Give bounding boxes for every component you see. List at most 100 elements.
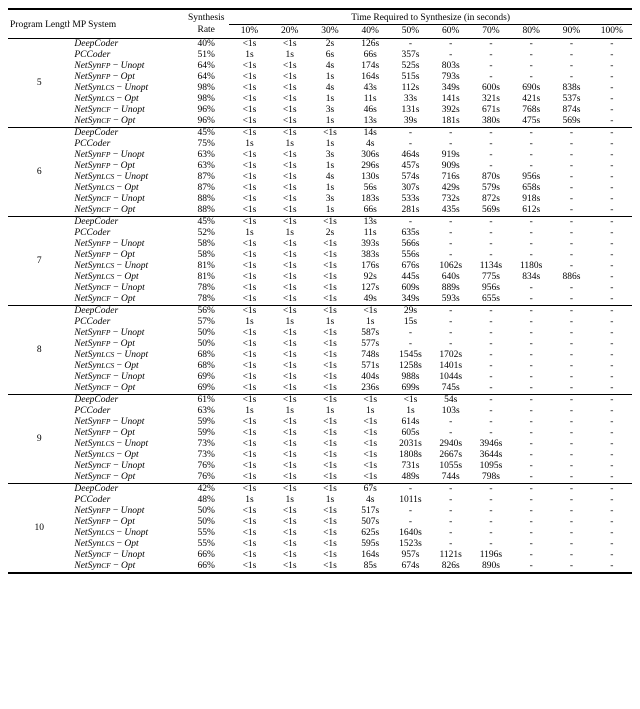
time-cell: - <box>592 506 632 517</box>
mp-system-cell: DeepCoder <box>70 394 183 406</box>
time-cell: 574s <box>390 172 430 183</box>
synth-rate-cell: 81% <box>183 272 229 283</box>
synth-rate-cell: 59% <box>183 417 229 428</box>
time-cell: <1s <box>350 305 390 317</box>
mp-system-cell: NetSynLCS − Opt <box>70 450 183 461</box>
time-cell: 956s <box>471 283 511 294</box>
time-cell: <1s <box>229 72 269 83</box>
time-cell: - <box>471 139 511 150</box>
time-cell: <1s <box>310 506 350 517</box>
time-cell: - <box>471 372 511 383</box>
synth-rate-cell: 98% <box>183 94 229 105</box>
time-cell: <1s <box>229 539 269 550</box>
time-cell: 6s <box>310 50 350 61</box>
time-cell: 748s <box>350 350 390 361</box>
col-synth-rate-2: Rate <box>183 25 229 39</box>
mp-system-cell: DeepCoder <box>70 127 183 139</box>
time-cell: <1s <box>310 239 350 250</box>
time-cell: - <box>592 372 632 383</box>
time-cell: 1545s <box>390 350 430 361</box>
time-cell: - <box>511 539 551 550</box>
time-cell: <1s <box>310 428 350 439</box>
time-cell: - <box>471 350 511 361</box>
time-cell: - <box>511 38 551 50</box>
time-cell: 236s <box>350 383 390 395</box>
mp-system-cell: NetSynFP − Opt <box>70 161 183 172</box>
time-cell: 537s <box>551 94 591 105</box>
table-row: NetSynCF − Opt76%<1s<1s<1s<1s489s744s798… <box>8 472 632 484</box>
table-row: PCCoder75%1s1s1s4s------ <box>8 139 632 150</box>
synth-rate-cell: 45% <box>183 216 229 228</box>
time-cell: <1s <box>270 561 310 573</box>
time-cell: - <box>431 417 471 428</box>
time-cell: <1s <box>229 38 269 50</box>
synth-rate-cell: 50% <box>183 328 229 339</box>
time-cell: <1s <box>270 116 310 128</box>
time-cell: 507s <box>350 517 390 528</box>
time-cell: - <box>551 194 591 205</box>
time-cell: - <box>511 250 551 261</box>
col-pct-1: 10% <box>229 25 269 39</box>
time-cell: - <box>511 339 551 350</box>
time-cell: - <box>471 428 511 439</box>
time-cell: <1s <box>229 472 269 484</box>
time-cell: - <box>511 561 551 573</box>
time-cell: <1s <box>310 450 350 461</box>
time-cell: <1s <box>270 216 310 228</box>
time-cell: 66s <box>350 205 390 217</box>
time-cell: - <box>551 50 591 61</box>
time-cell: <1s <box>229 550 269 561</box>
time-cell: 92s <box>350 272 390 283</box>
time-cell: 307s <box>390 183 430 194</box>
results-table: Program Length MP System Synthesis Time … <box>8 8 632 574</box>
time-cell: - <box>471 38 511 50</box>
time-cell: 909s <box>431 161 471 172</box>
time-cell: - <box>592 239 632 250</box>
time-cell: 46s <box>350 105 390 116</box>
time-cell: - <box>431 139 471 150</box>
time-cell: 1401s <box>431 361 471 372</box>
time-cell: - <box>592 139 632 150</box>
time-cell: - <box>511 350 551 361</box>
table-row: NetSynLCS − Unopt87%<1s<1s4s130s574s716s… <box>8 172 632 183</box>
time-cell: - <box>592 116 632 128</box>
table-row: NetSynLCS − Opt55%<1s<1s<1s595s1523s----… <box>8 539 632 550</box>
table-row: NetSynFP − Opt64%<1s<1s1s164s515s793s---… <box>8 72 632 83</box>
time-cell: 803s <box>431 61 471 72</box>
time-cell: 569s <box>551 116 591 128</box>
synth-rate-cell: 50% <box>183 517 229 528</box>
synth-rate-cell: 64% <box>183 72 229 83</box>
time-cell: 838s <box>551 83 591 94</box>
time-cell: 676s <box>390 261 430 272</box>
time-cell: - <box>431 539 471 550</box>
time-cell: - <box>471 216 511 228</box>
time-cell: <1s <box>270 539 310 550</box>
col-synth-rate-1: Synthesis <box>183 9 229 25</box>
time-cell: <1s <box>270 105 310 116</box>
time-cell: <1s <box>350 472 390 484</box>
time-cell: 14s <box>350 127 390 139</box>
time-cell: <1s <box>229 561 269 573</box>
time-cell: 445s <box>390 272 430 283</box>
time-cell: <1s <box>310 372 350 383</box>
time-cell: 605s <box>390 428 430 439</box>
table-row: NetSynFP − Opt50%<1s<1s<1s577s------ <box>8 339 632 350</box>
time-cell: 1s <box>270 139 310 150</box>
synth-rate-cell: 66% <box>183 550 229 561</box>
synth-rate-cell: 56% <box>183 305 229 317</box>
time-cell: - <box>592 406 632 417</box>
time-cell: <1s <box>229 150 269 161</box>
time-cell: 625s <box>350 528 390 539</box>
table-row: NetSynFP − Unopt59%<1s<1s<1s<1s614s----- <box>8 417 632 428</box>
time-cell: - <box>551 172 591 183</box>
time-cell: 1s <box>270 495 310 506</box>
time-cell: - <box>431 428 471 439</box>
time-cell: - <box>471 161 511 172</box>
time-cell: 768s <box>511 105 551 116</box>
table-row: 10DeepCoder42%<1s<1s<1s67s------ <box>8 483 632 495</box>
time-cell: 164s <box>350 72 390 83</box>
time-cell: - <box>551 72 591 83</box>
time-cell: <1s <box>310 216 350 228</box>
col-time-header: Time Required to Synthesize (in seconds) <box>229 9 632 25</box>
time-cell: - <box>471 50 511 61</box>
